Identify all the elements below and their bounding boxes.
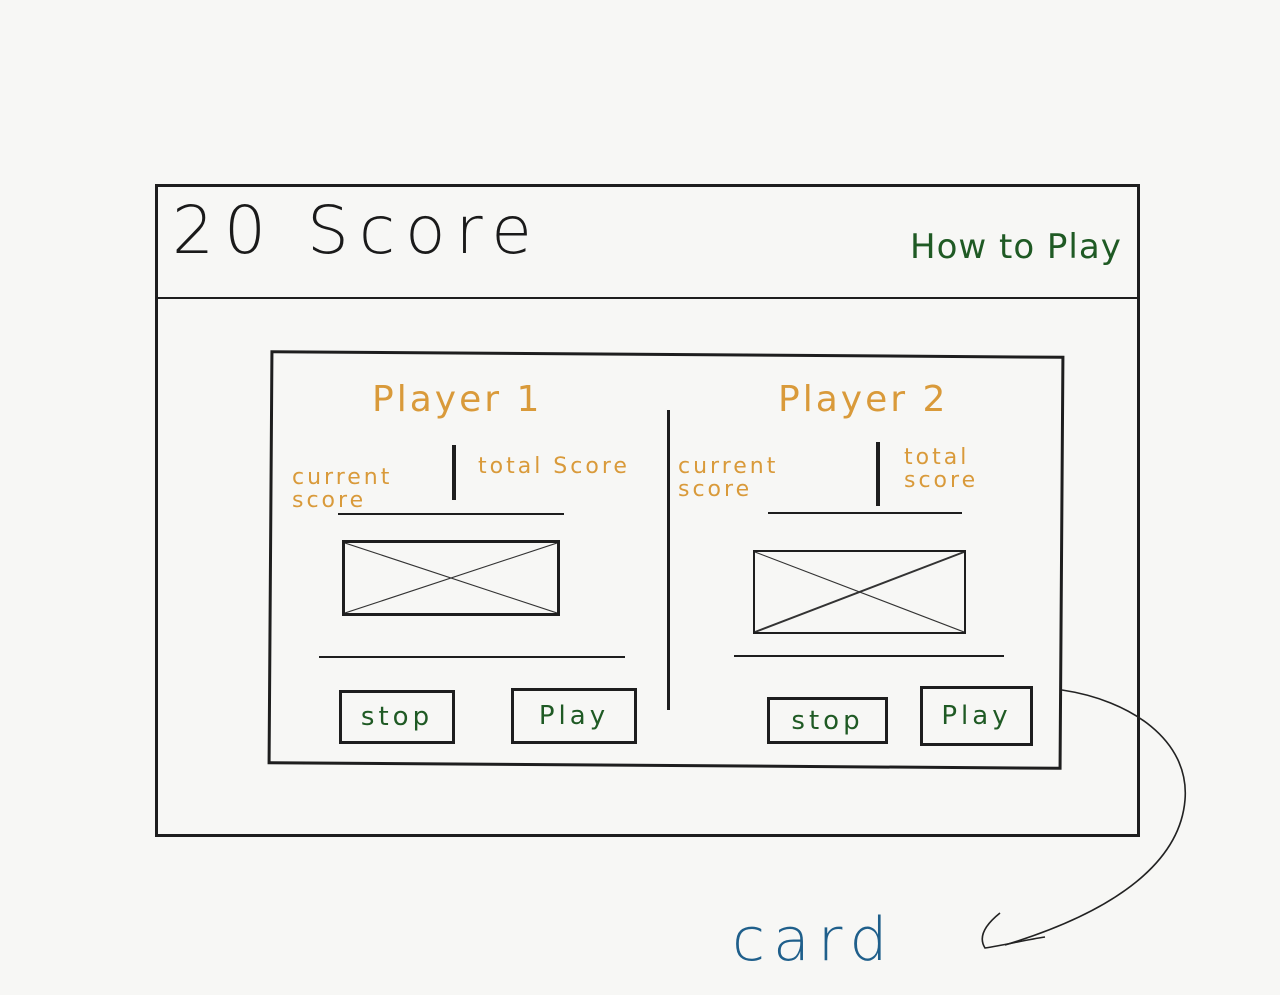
player-1-current-score-label: current score bbox=[292, 465, 393, 514]
player-2-dice-image bbox=[753, 550, 966, 634]
card-annotation-label: card bbox=[732, 905, 896, 975]
player-1-score-separator bbox=[452, 445, 456, 500]
player-1-dice-image bbox=[342, 540, 560, 616]
browser-frame bbox=[155, 184, 1140, 837]
player-divider bbox=[667, 410, 670, 710]
placeholder-cross-icon bbox=[755, 552, 964, 632]
player-2-total-score-label: total score bbox=[904, 445, 979, 494]
player-2-current-score-label: current score bbox=[678, 454, 779, 503]
player-1-play-button[interactable]: Play bbox=[511, 688, 637, 744]
player-2-play-button[interactable]: Play bbox=[920, 686, 1033, 746]
player-2-separator-line bbox=[734, 655, 1004, 657]
player-1-score-underline bbox=[338, 513, 564, 515]
placeholder-cross-icon bbox=[345, 543, 557, 613]
player-2-score-separator bbox=[876, 442, 880, 506]
player-1-total-score-label: total Score bbox=[478, 454, 630, 479]
player-2-stop-button[interactable]: stop bbox=[767, 697, 888, 744]
player-1-stop-button[interactable]: stop bbox=[339, 690, 455, 744]
player-2-score-underline bbox=[768, 512, 962, 514]
header-divider bbox=[155, 297, 1140, 299]
app-title: 20 Score bbox=[172, 192, 542, 269]
player-1-name: Player 1 bbox=[372, 379, 543, 420]
player-2-name: Player 2 bbox=[778, 379, 949, 420]
player-1-separator-line bbox=[319, 656, 625, 658]
how-to-play-link[interactable]: How to Play bbox=[910, 227, 1122, 267]
